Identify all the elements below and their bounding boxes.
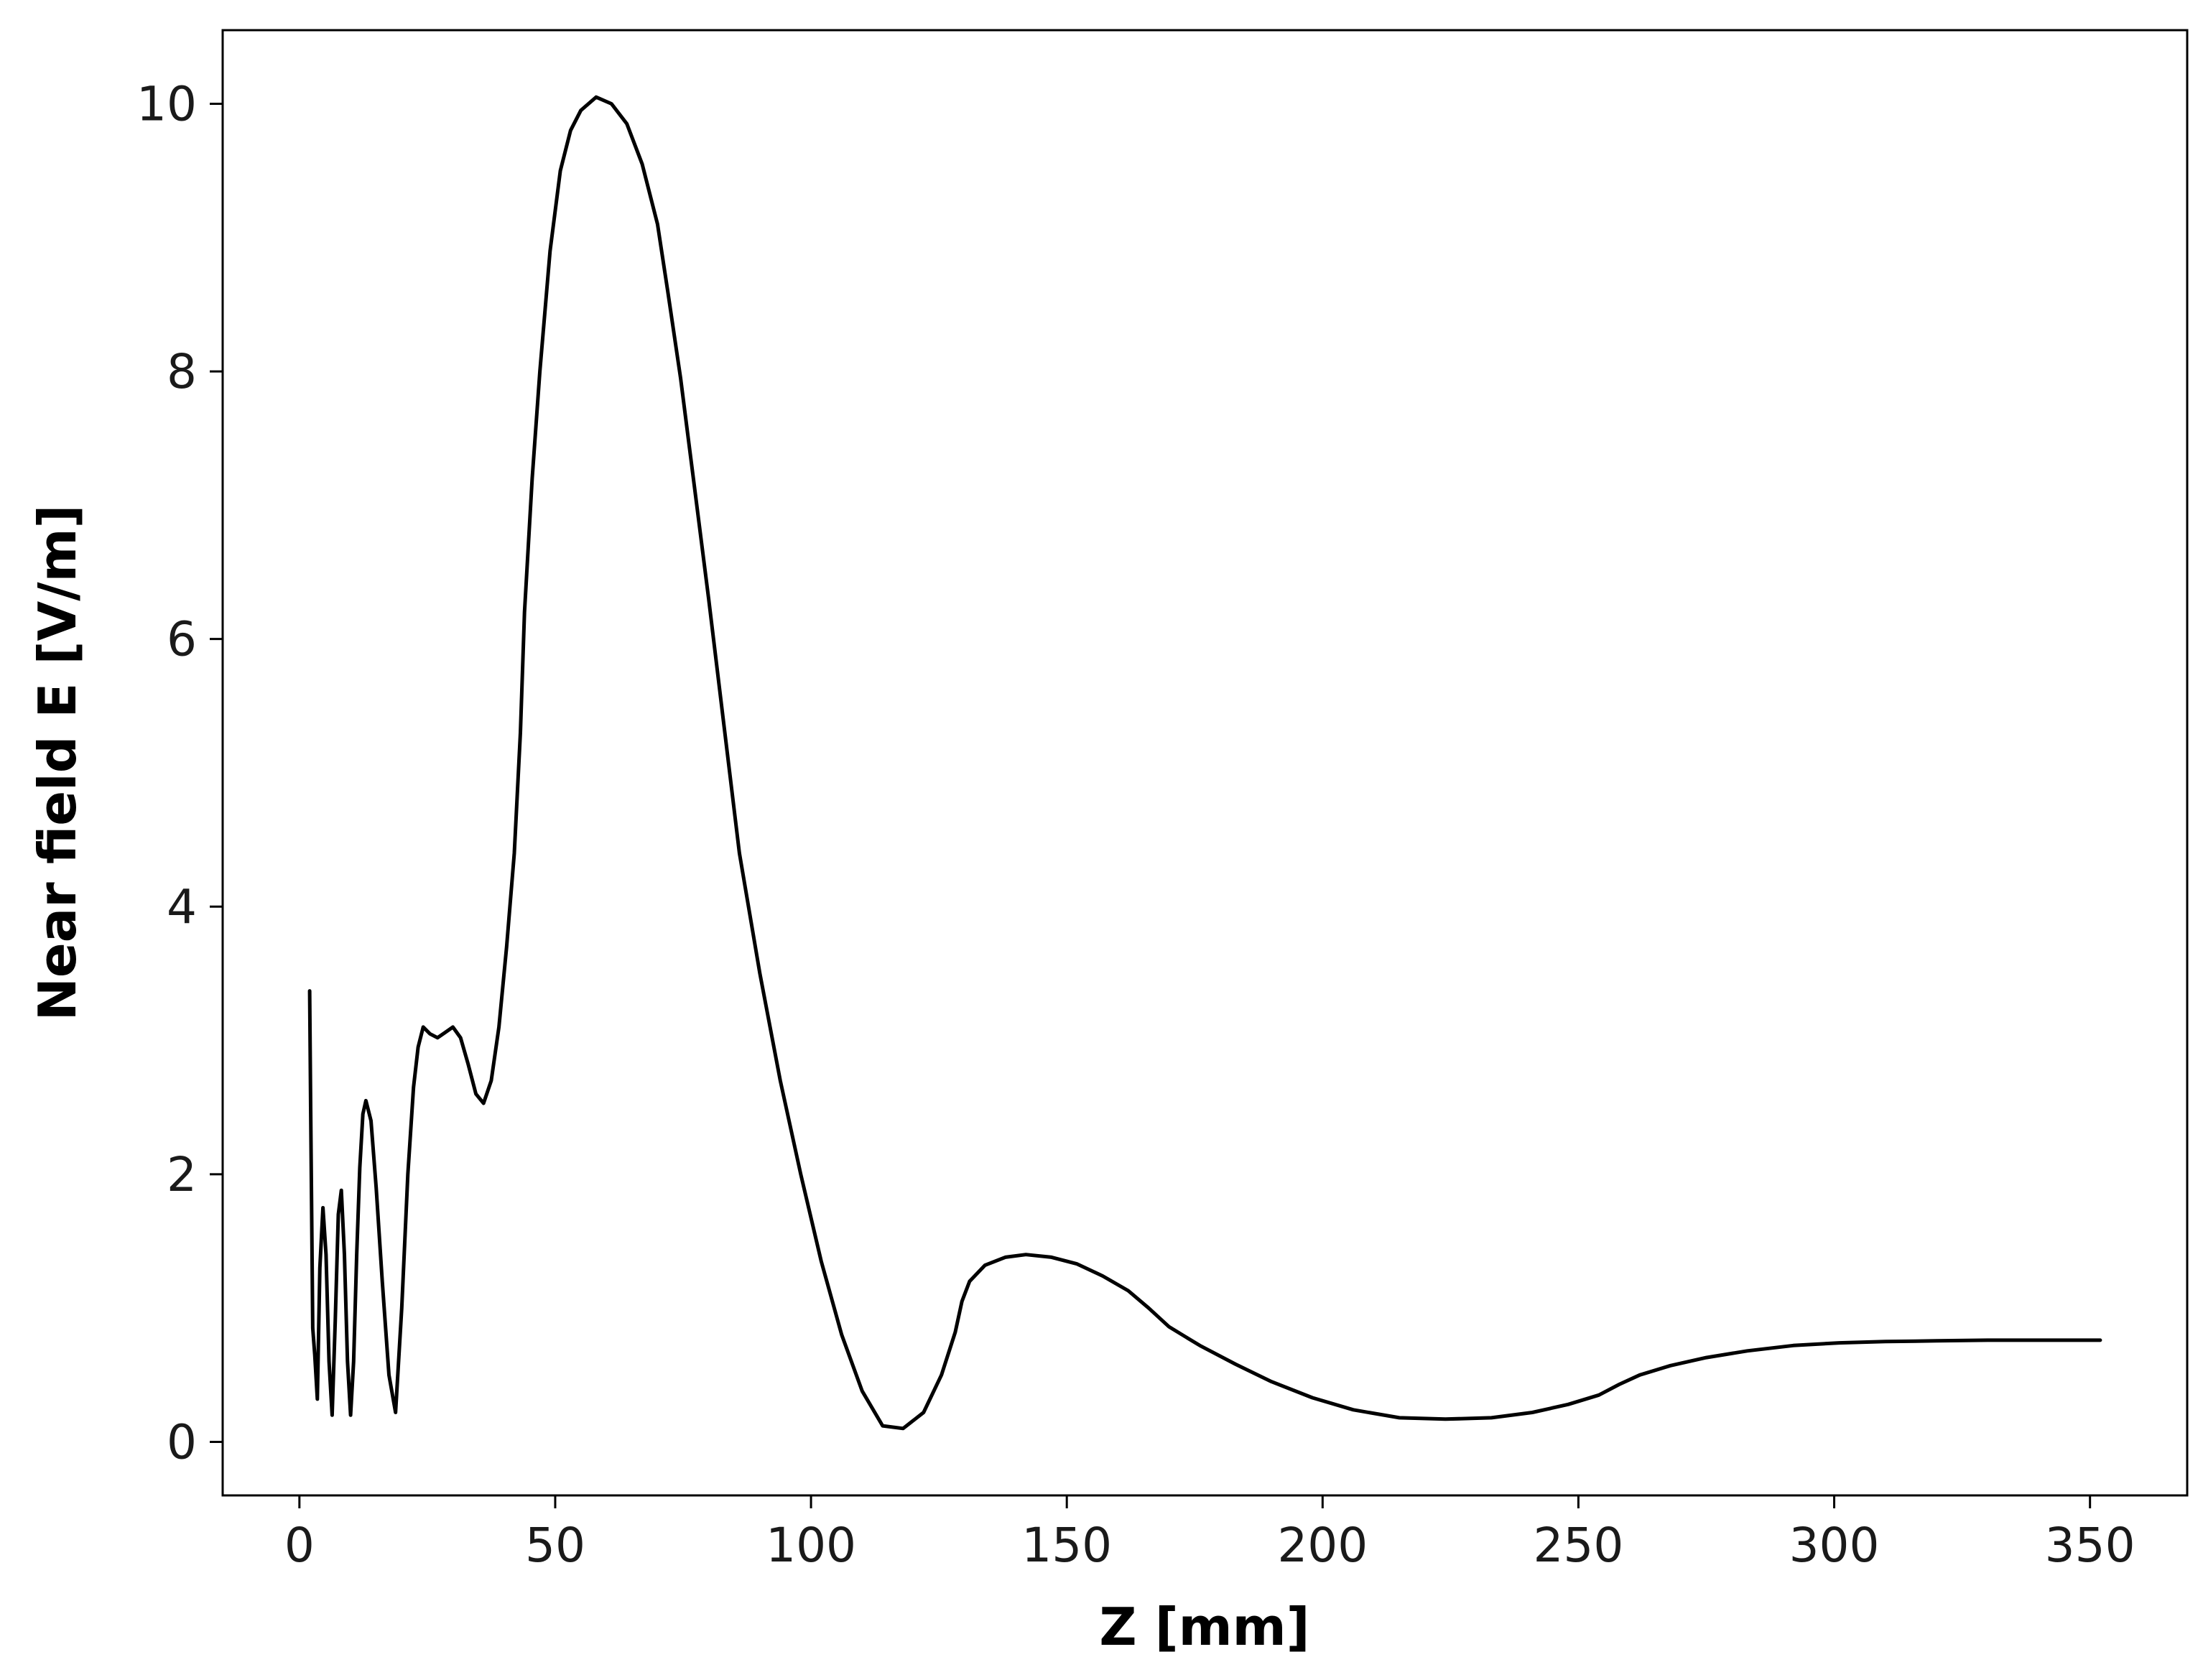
y-tick-label: 2 (167, 1147, 197, 1202)
x-axis-label: Z [mm] (1099, 1597, 1309, 1657)
x-tick-label: 100 (766, 1518, 856, 1573)
x-tick-label: 50 (525, 1518, 585, 1573)
x-tick-label: 250 (1533, 1518, 1623, 1573)
y-tick-label: 8 (167, 344, 197, 399)
x-axis-ticks: 0 50 100 150 200 250 300 350 (284, 1495, 2135, 1573)
x-tick-label: 150 (1021, 1518, 1112, 1573)
x-tick-label: 0 (284, 1518, 315, 1573)
series-line (307, 95, 2102, 1431)
y-axis-label: Near field E [V/m] (27, 505, 88, 1021)
y-tick-label: 6 (167, 612, 197, 667)
y-axis-ticks: 0 2 4 6 8 10 (136, 76, 223, 1470)
x-tick-label: 300 (1789, 1518, 1880, 1573)
x-tick-label: 200 (1277, 1518, 1368, 1573)
x-tick-label: 350 (2045, 1518, 2135, 1573)
y-tick-label: 0 (167, 1414, 197, 1470)
y-tick-label: 4 (167, 879, 197, 934)
y-tick-label: 10 (136, 76, 197, 131)
plot-frame (221, 29, 2189, 1497)
